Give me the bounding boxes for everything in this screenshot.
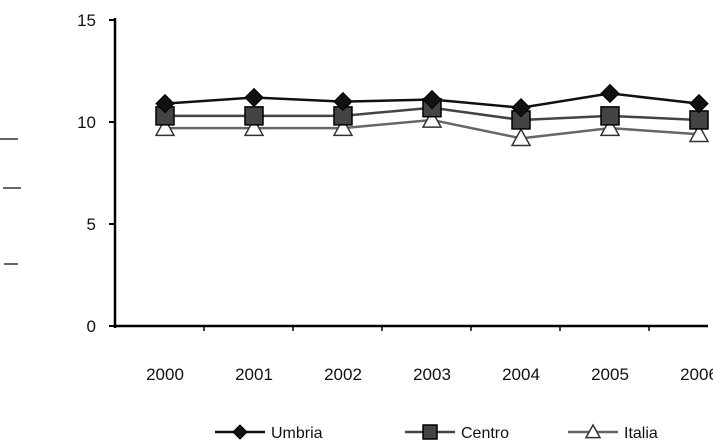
data-point-umbria [155, 93, 175, 114]
y-tick-label-5: 5 [87, 215, 96, 234]
data-point-umbria [333, 91, 353, 112]
data-point-centro [600, 106, 620, 126]
x-tick-label-2005: 2005 [591, 365, 629, 384]
data-point-italia [599, 117, 621, 137]
y-tick-label-10: 10 [77, 113, 96, 132]
legend-marker-umbria [232, 424, 248, 440]
x-tick-labels: 2000 2001 2002 2003 2004 2005 2006 [146, 365, 713, 384]
y-tick-label-15: 15 [77, 11, 96, 30]
data-point-umbria [422, 89, 442, 110]
data-point-umbria [689, 93, 709, 114]
legend-label-italia: Italia [624, 425, 658, 442]
data-point-umbria [244, 87, 264, 108]
data-point-centro [244, 106, 264, 126]
x-tick-label-2003: 2003 [413, 365, 451, 384]
x-tick-label-2004: 2004 [502, 365, 540, 384]
axes [0, 18, 708, 331]
legend-marker-centro [422, 424, 438, 440]
series-italia [154, 109, 710, 147]
x-tick-label-2006: 2006 [680, 365, 713, 384]
legend-label-centro: Centro [461, 425, 509, 442]
series-group [154, 83, 710, 147]
data-point-italia [154, 117, 176, 137]
x-tick-label-2001: 2001 [235, 365, 273, 384]
legend-item-centro: Centro [405, 424, 509, 442]
data-point-italia [243, 117, 265, 137]
y-tick-label-0: 0 [87, 317, 96, 336]
data-point-umbria [600, 83, 620, 104]
data-point-italia [688, 123, 710, 143]
legend-item-italia: Italia [568, 423, 658, 442]
y-tick-labels: 0 5 10 15 [77, 11, 96, 336]
data-point-centro [689, 110, 709, 130]
data-point-italia [332, 117, 354, 137]
legend-marker-italia [584, 423, 602, 439]
data-point-italia [510, 127, 532, 147]
x-tick-label-2002: 2002 [324, 365, 362, 384]
legend-label-umbria: Umbria [271, 425, 323, 442]
data-point-italia [421, 109, 443, 128]
x-tick-label-2000: 2000 [146, 365, 184, 384]
series-umbria [155, 83, 709, 118]
legend-item-umbria: Umbria [215, 424, 323, 442]
legend: Umbria Centro Italia [215, 423, 658, 442]
data-point-umbria [511, 98, 531, 118]
